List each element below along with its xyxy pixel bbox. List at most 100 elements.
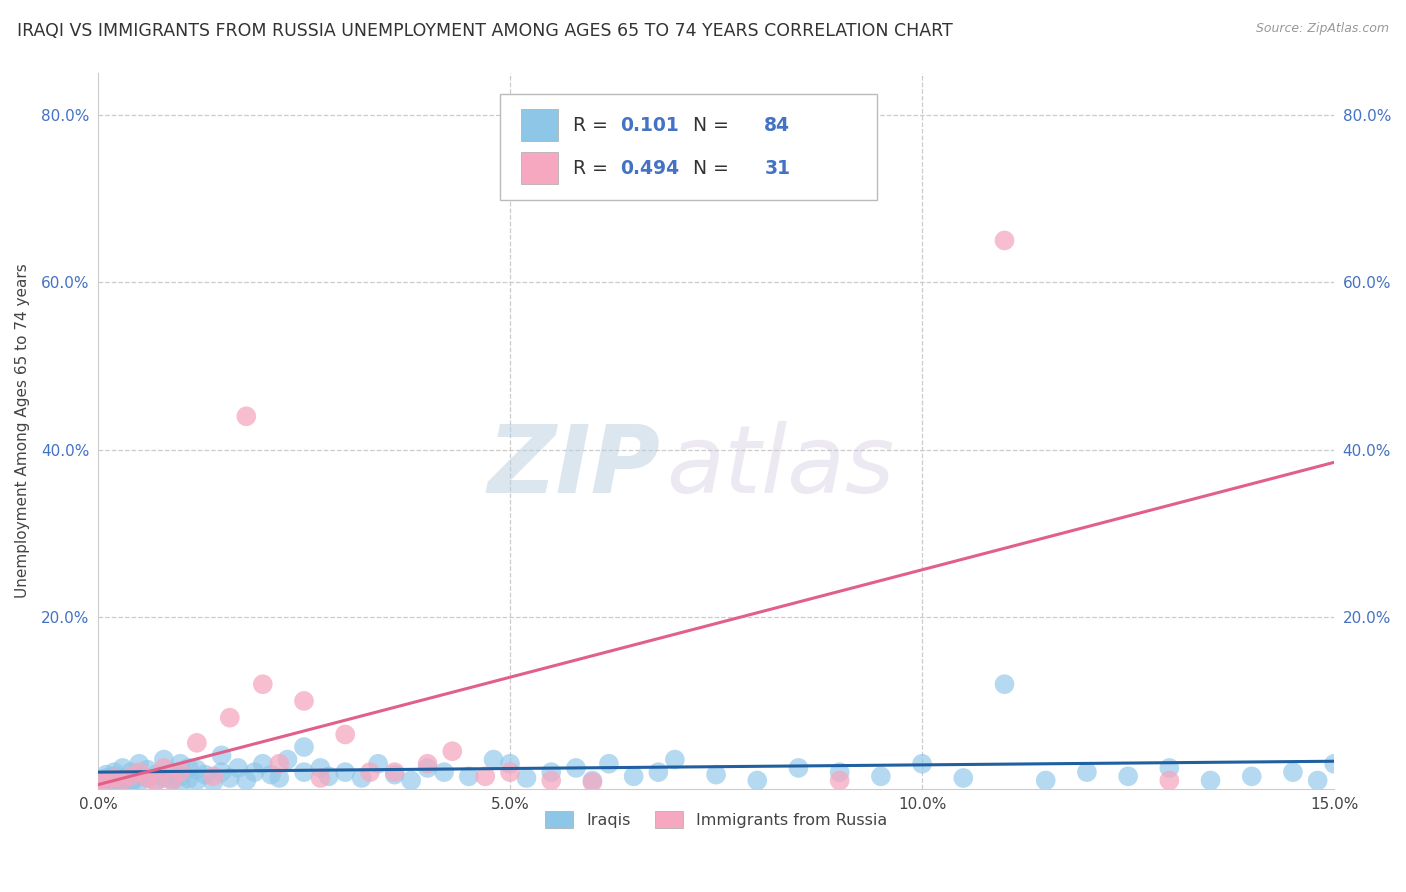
Point	[111, 761, 134, 775]
Point	[1076, 765, 1098, 780]
Point	[145, 767, 167, 781]
Point	[399, 773, 422, 788]
Point	[218, 711, 240, 725]
Point	[1240, 769, 1263, 783]
Point	[120, 773, 142, 788]
Point	[335, 765, 357, 780]
Point	[111, 772, 134, 786]
Point	[252, 756, 274, 771]
Point	[1035, 773, 1057, 788]
Text: 0.494: 0.494	[620, 159, 679, 178]
Point	[269, 756, 291, 771]
Y-axis label: Unemployment Among Ages 65 to 74 years: Unemployment Among Ages 65 to 74 years	[15, 263, 30, 599]
Point	[103, 771, 125, 785]
Point	[128, 756, 150, 771]
Point	[1282, 765, 1305, 780]
Text: Source: ZipAtlas.com: Source: ZipAtlas.com	[1256, 22, 1389, 36]
Point	[747, 773, 769, 788]
Point	[276, 753, 298, 767]
Point	[177, 761, 200, 775]
Point	[186, 763, 208, 777]
Point	[433, 765, 456, 780]
Point	[202, 775, 225, 789]
Point	[128, 765, 150, 780]
Point	[1159, 773, 1181, 788]
Point	[260, 767, 283, 781]
Point	[96, 767, 118, 781]
Point	[581, 775, 603, 789]
Point	[647, 765, 669, 780]
Point	[499, 765, 522, 780]
Point	[136, 771, 159, 785]
Text: R =: R =	[572, 159, 613, 178]
Point	[309, 761, 332, 775]
Point	[367, 756, 389, 771]
Text: N =: N =	[682, 159, 735, 178]
Point	[359, 765, 381, 780]
Point	[952, 771, 974, 785]
Point	[186, 773, 208, 788]
Point	[416, 761, 439, 775]
Point	[540, 773, 562, 788]
Point	[704, 767, 727, 781]
Point	[1199, 773, 1222, 788]
Point	[540, 765, 562, 780]
Point	[269, 771, 291, 785]
Point	[335, 727, 357, 741]
Point	[243, 765, 266, 780]
Point	[350, 771, 373, 785]
Text: 84: 84	[765, 116, 790, 135]
Point	[623, 769, 645, 783]
Point	[993, 677, 1015, 691]
Point	[828, 773, 851, 788]
Text: R =: R =	[572, 116, 613, 135]
Point	[384, 767, 406, 781]
Point	[111, 775, 134, 789]
Point	[186, 736, 208, 750]
Point	[120, 778, 142, 792]
Point	[202, 769, 225, 783]
Point	[482, 753, 505, 767]
Point	[160, 773, 183, 788]
Text: N =: N =	[682, 116, 735, 135]
Point	[384, 765, 406, 780]
Text: 0.101: 0.101	[620, 116, 678, 135]
Point	[515, 771, 537, 785]
Point	[169, 769, 191, 783]
Point	[128, 775, 150, 789]
Point	[111, 773, 134, 788]
Text: IRAQI VS IMMIGRANTS FROM RUSSIA UNEMPLOYMENT AMONG AGES 65 TO 74 YEARS CORRELATI: IRAQI VS IMMIGRANTS FROM RUSSIA UNEMPLOY…	[17, 22, 953, 40]
Point	[103, 773, 125, 788]
Point	[103, 778, 125, 792]
Point	[211, 765, 233, 780]
Point	[136, 771, 159, 785]
Point	[169, 765, 191, 780]
Text: atlas: atlas	[666, 421, 894, 512]
Point	[226, 761, 249, 775]
Point	[87, 773, 110, 788]
Point	[103, 769, 125, 783]
Point	[153, 753, 176, 767]
FancyBboxPatch shape	[499, 95, 877, 201]
Point	[160, 773, 183, 788]
Point	[309, 771, 332, 785]
Point	[292, 739, 315, 754]
Point	[870, 769, 893, 783]
Point	[993, 234, 1015, 248]
Text: 31: 31	[765, 159, 790, 178]
Point	[1116, 769, 1139, 783]
Point	[787, 761, 810, 775]
Point	[252, 677, 274, 691]
Point	[499, 756, 522, 771]
Point	[169, 778, 191, 792]
Legend: Iraqis, Immigrants from Russia: Iraqis, Immigrants from Russia	[538, 805, 894, 835]
Point	[218, 771, 240, 785]
Point	[235, 773, 257, 788]
Point	[153, 761, 176, 775]
Point	[153, 771, 176, 785]
Point	[177, 772, 200, 786]
Point	[664, 753, 686, 767]
Point	[128, 769, 150, 783]
Text: ZIP: ZIP	[488, 421, 661, 513]
Point	[441, 744, 464, 758]
